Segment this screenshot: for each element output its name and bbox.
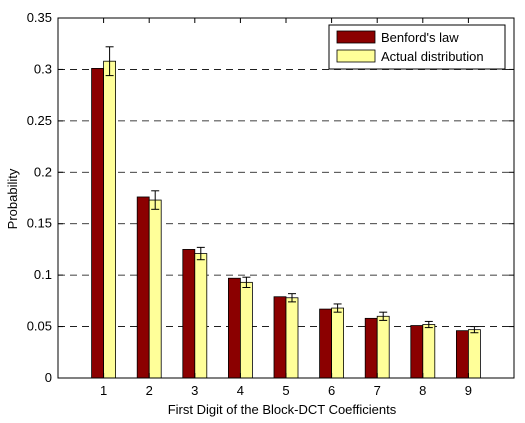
bar-actual [239, 281, 253, 379]
legend-swatch [336, 30, 376, 44]
legend: Benford's law Actual distribution [328, 24, 506, 70]
y-tick-label: 0.1 [34, 267, 52, 282]
y-tick-label: 0.3 [34, 61, 52, 76]
y-tick-label: 0.2 [34, 164, 52, 179]
legend-label: Actual distribution [381, 49, 484, 64]
bar-benford [227, 277, 241, 379]
tick-labels: 0 0.05 0.1 0.15 0.2 0.25 0.3 0.35 1 2 3 4 5 6 7 8 9 [27, 10, 472, 398]
y-tick-label: 0.25 [27, 113, 52, 128]
bar-actual [376, 315, 390, 379]
bar-actual [331, 307, 345, 379]
bar-benford [136, 196, 150, 379]
y-tick-label: 0.05 [27, 319, 52, 334]
y-tick-label: 0 [45, 370, 52, 385]
bar-benford [91, 68, 104, 379]
bar-actual [194, 253, 208, 379]
bar-benford [319, 308, 333, 379]
plot-frame [57, 17, 515, 379]
bars [91, 46, 481, 379]
bar-benford [273, 296, 287, 379]
x-tick-label: 4 [237, 383, 244, 398]
x-tick-label: 3 [191, 383, 198, 398]
bar-benford [455, 330, 469, 379]
x-tick-label: 5 [282, 383, 289, 398]
x-tick-label: 6 [328, 383, 335, 398]
x-tick-label: 2 [146, 383, 153, 398]
bar-actual [148, 199, 162, 379]
grid-lines [58, 69, 514, 327]
bar-benford [182, 249, 196, 379]
legend-label: Benford's law [381, 30, 459, 45]
y-tick-label: 0.15 [27, 216, 52, 231]
x-tick-label: 7 [374, 383, 381, 398]
bar-actual [285, 297, 299, 379]
bar-benford [410, 325, 424, 379]
bar-actual [467, 329, 481, 379]
axes [57, 17, 515, 379]
bar-actual [103, 60, 116, 379]
y-tick-label: 0.35 [27, 10, 52, 25]
legend-swatch [336, 49, 376, 63]
x-axis-label: First Digit of the Block-DCT Coefficient… [168, 402, 397, 417]
bar-benford [364, 317, 378, 379]
y-axis-label: Probability [5, 168, 20, 229]
bar-actual [422, 324, 436, 379]
x-tick-label: 1 [100, 383, 107, 398]
x-tick-label: 8 [419, 383, 426, 398]
x-tick-label: 9 [465, 383, 472, 398]
